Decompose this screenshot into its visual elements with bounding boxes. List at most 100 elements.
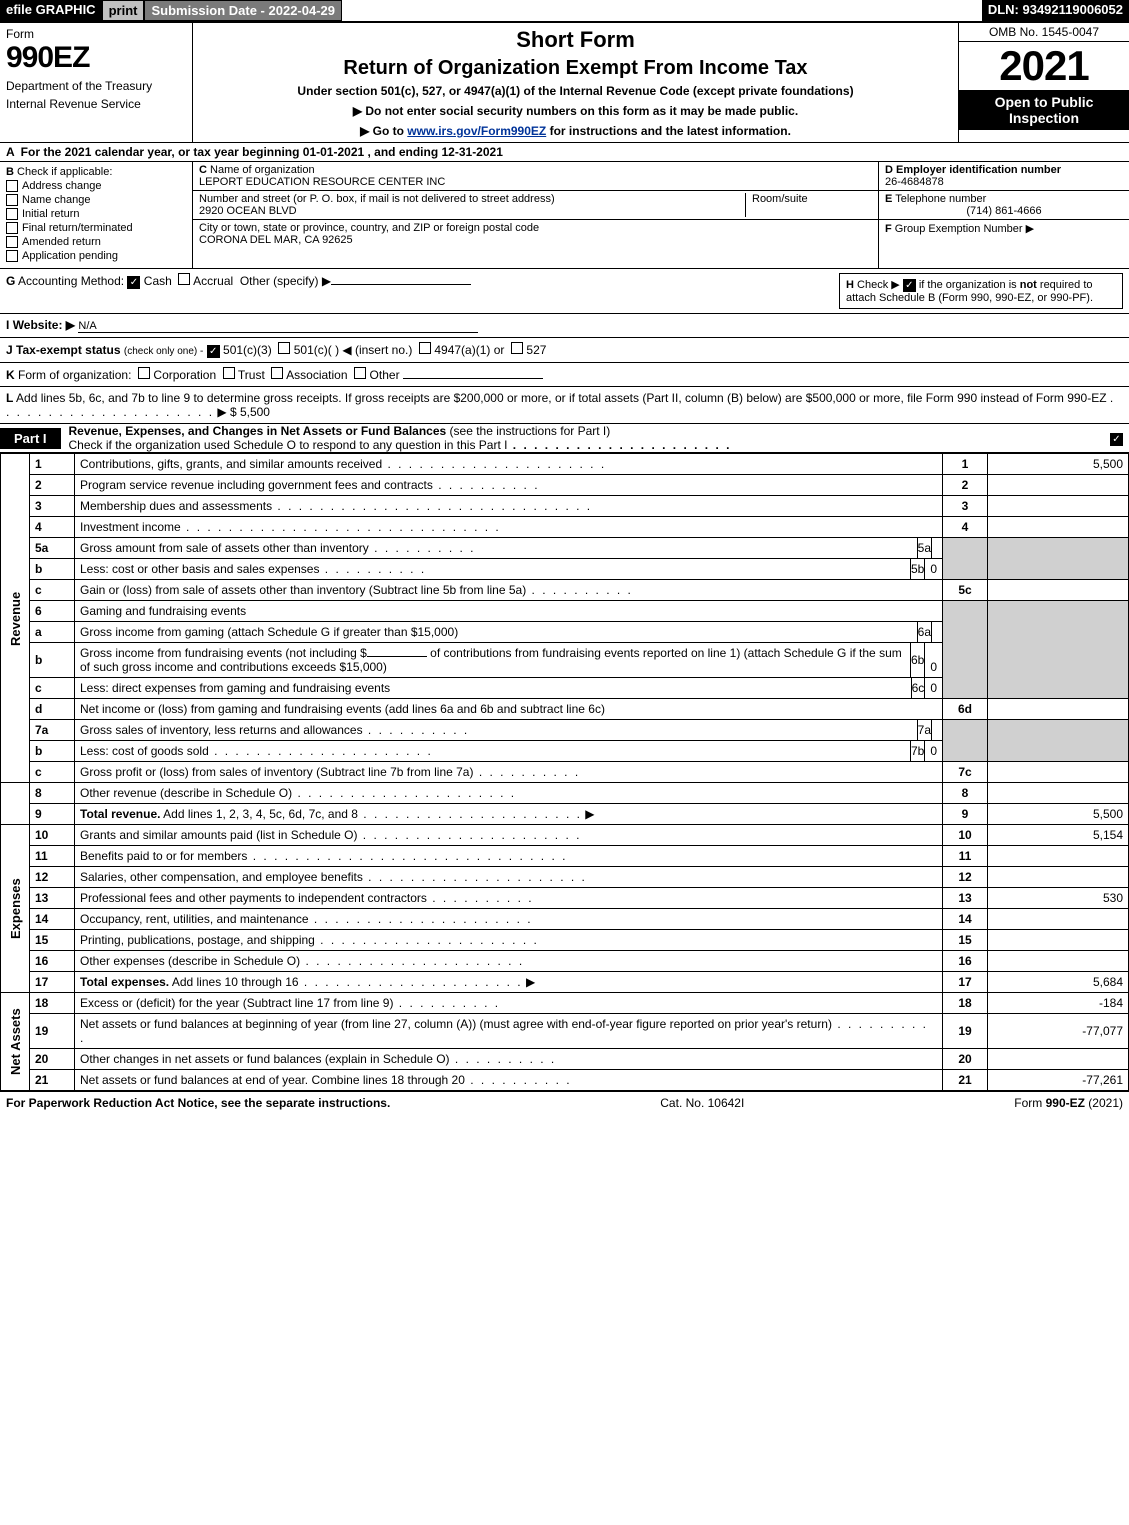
line-number: d [30, 699, 75, 720]
checkbox-corp-icon[interactable] [138, 367, 150, 379]
line-desc: Gross income from fundraising events (no… [75, 643, 943, 678]
line-desc: Other changes in net assets or fund bala… [75, 1049, 943, 1070]
dots-icon [363, 723, 470, 737]
org-name: LEPORT EDUCATION RESOURCE CENTER INC [199, 176, 872, 188]
line-text: Contributions, gifts, grants, and simila… [80, 457, 382, 471]
section-l-amount: ▶ $ 5,500 [217, 405, 270, 419]
checkbox-initial-return[interactable]: Initial return [6, 208, 186, 220]
print-button[interactable]: print [102, 0, 145, 21]
checkbox-amended-return[interactable]: Amended return [6, 236, 186, 248]
line-text: Occupancy, rent, utilities, and maintena… [80, 912, 309, 926]
sub-value: 0 [925, 559, 942, 579]
city-row: City or town, state or province, country… [193, 220, 878, 248]
line-desc: Other revenue (describe in Schedule O) [75, 783, 943, 804]
line-text: Grants and similar amounts paid (list in… [80, 828, 357, 842]
line-text: Gross sales of inventory, less returns a… [80, 723, 363, 737]
section-j-letter: J [6, 343, 13, 357]
line-number: 2 [30, 475, 75, 496]
form-ref-year: (2021) [1085, 1096, 1123, 1110]
checkbox-name-change[interactable]: Name change [6, 194, 186, 206]
col-value: -77,077 [988, 1014, 1129, 1049]
dots-icon [209, 744, 433, 758]
checkbox-address-change[interactable]: Address change [6, 180, 186, 192]
part-1-check-line: Check if the organization used Schedule … [69, 438, 508, 452]
section-i-letter: I [6, 318, 9, 332]
checkbox-label: Initial return [22, 208, 79, 220]
checkbox-trust-icon[interactable] [223, 367, 235, 379]
line-text-bold: Total expenses. [80, 975, 169, 989]
dln-label: DLN: [988, 2, 1023, 17]
expenses-label: Expenses [1, 825, 30, 993]
irs-label: Internal Revenue Service [6, 97, 186, 111]
checkbox-501c3-checked-icon: ✓ [207, 345, 220, 358]
line-number: 16 [30, 951, 75, 972]
table-row: Expenses 10 Grants and similar amounts p… [1, 825, 1129, 846]
accounting-label: Accounting Method: [18, 274, 124, 288]
info-block: B Check if applicable: Address change Na… [0, 162, 1129, 269]
checkbox-assoc-icon[interactable] [271, 367, 283, 379]
col-number: 13 [943, 888, 988, 909]
col-number: 21 [943, 1070, 988, 1091]
sub-value: 0 [925, 643, 942, 677]
form-ref-form: 990-EZ [1046, 1096, 1085, 1110]
col-value [988, 762, 1129, 783]
line-desc: Gain or (loss) from sale of assets other… [75, 580, 943, 601]
irs-link[interactable]: www.irs.gov/Form990EZ [407, 124, 546, 138]
line-desc: Gross income from gaming (attach Schedul… [75, 622, 943, 643]
other-specify-input[interactable] [331, 284, 471, 285]
section-d-letter: D [885, 164, 893, 176]
line-text: Other changes in net assets or fund bala… [80, 1052, 450, 1066]
part-1-title: Revenue, Expenses, and Changes in Net As… [61, 424, 732, 452]
line-number: c [30, 580, 75, 601]
col-value: -77,261 [988, 1070, 1129, 1091]
checkbox-icon [6, 222, 18, 234]
checkbox-final-return[interactable]: Final return/terminated [6, 222, 186, 234]
short-form-title: Short Form [199, 27, 952, 53]
line-text-bold: Total revenue. [80, 807, 160, 821]
line-number: a [30, 622, 75, 643]
line-text: Printing, publications, postage, and shi… [80, 933, 315, 947]
line-desc: Net assets or fund balances at end of ye… [75, 1070, 943, 1091]
form-ref: Form 990-EZ (2021) [1014, 1096, 1123, 1110]
part-1-table: Revenue 1 Contributions, gifts, grants, … [0, 453, 1129, 1091]
checkbox-501c-icon[interactable] [278, 342, 290, 354]
grey-cell [943, 538, 988, 580]
submission-date-value: 2022-04-29 [269, 3, 336, 18]
line-number: 11 [30, 846, 75, 867]
sub-number: 6b [910, 643, 925, 677]
dots-icon [427, 891, 534, 905]
checkbox-application-pending[interactable]: Application pending [6, 250, 186, 262]
section-g: G Accounting Method: ✓ Cash Accrual Othe… [6, 273, 819, 309]
line-desc: Membership dues and assessments [75, 496, 943, 517]
line-desc: Total revenue. Add lines 1, 2, 3, 4, 5c,… [75, 804, 943, 825]
checkbox-other-icon[interactable] [354, 367, 366, 379]
line-text: Net assets or fund balances at beginning… [80, 1017, 832, 1031]
checkbox-h-checked-icon: ✓ [903, 279, 916, 292]
checkbox-4947-icon[interactable] [419, 342, 431, 354]
header-right: OMB No. 1545-0047 2021 Open to Public In… [958, 23, 1129, 142]
top-bar: efile GRAPHIC print Submission Date - 20… [0, 0, 1129, 23]
checkbox-icon [6, 180, 18, 192]
line-text: Gain or (loss) from sale of assets other… [80, 583, 526, 597]
table-row: 20 Other changes in net assets or fund b… [1, 1049, 1129, 1070]
table-row: 14 Occupancy, rent, utilities, and maint… [1, 909, 1129, 930]
other-org-input[interactable] [403, 378, 543, 379]
section-i: I Website: ▶ N/A [0, 314, 1129, 338]
catalog-number: Cat. No. 10642I [660, 1096, 744, 1110]
dots-icon [382, 457, 606, 471]
paperwork-notice: For Paperwork Reduction Act Notice, see … [6, 1096, 390, 1110]
checkbox-527-icon[interactable] [511, 342, 523, 354]
tax-exempt-label: Tax-exempt status [16, 343, 120, 357]
line-desc: Gross amount from sale of assets other t… [75, 538, 943, 559]
line-number: 18 [30, 993, 75, 1014]
section-h: H Check ▶ ✓ if the organization is not r… [839, 273, 1123, 309]
line-text: Add lines 1, 2, 3, 4, 5c, 6d, 7c, and 8 [160, 807, 357, 821]
sub-number: 5b [910, 559, 925, 579]
line-text: Add lines 10 through 16 [169, 975, 298, 989]
section-k-letter: K [6, 368, 15, 382]
opt-corp: Corporation [153, 368, 216, 382]
form-ref-pre: Form [1014, 1096, 1045, 1110]
contrib-amount-input[interactable] [367, 656, 427, 657]
line-text: Gross income from gaming (attach Schedul… [80, 625, 458, 639]
checkbox-accrual-icon[interactable] [178, 273, 190, 285]
